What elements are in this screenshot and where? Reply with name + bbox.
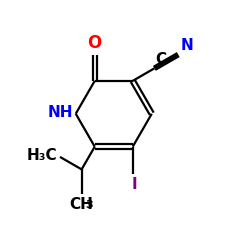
Text: I: I (131, 177, 137, 192)
Text: H₃C: H₃C (27, 148, 58, 163)
Text: 3: 3 (86, 200, 94, 210)
Text: O: O (88, 34, 102, 52)
Text: CH: CH (70, 198, 94, 212)
Text: NH: NH (47, 105, 73, 120)
Text: C: C (156, 52, 167, 67)
Text: N: N (180, 38, 193, 52)
